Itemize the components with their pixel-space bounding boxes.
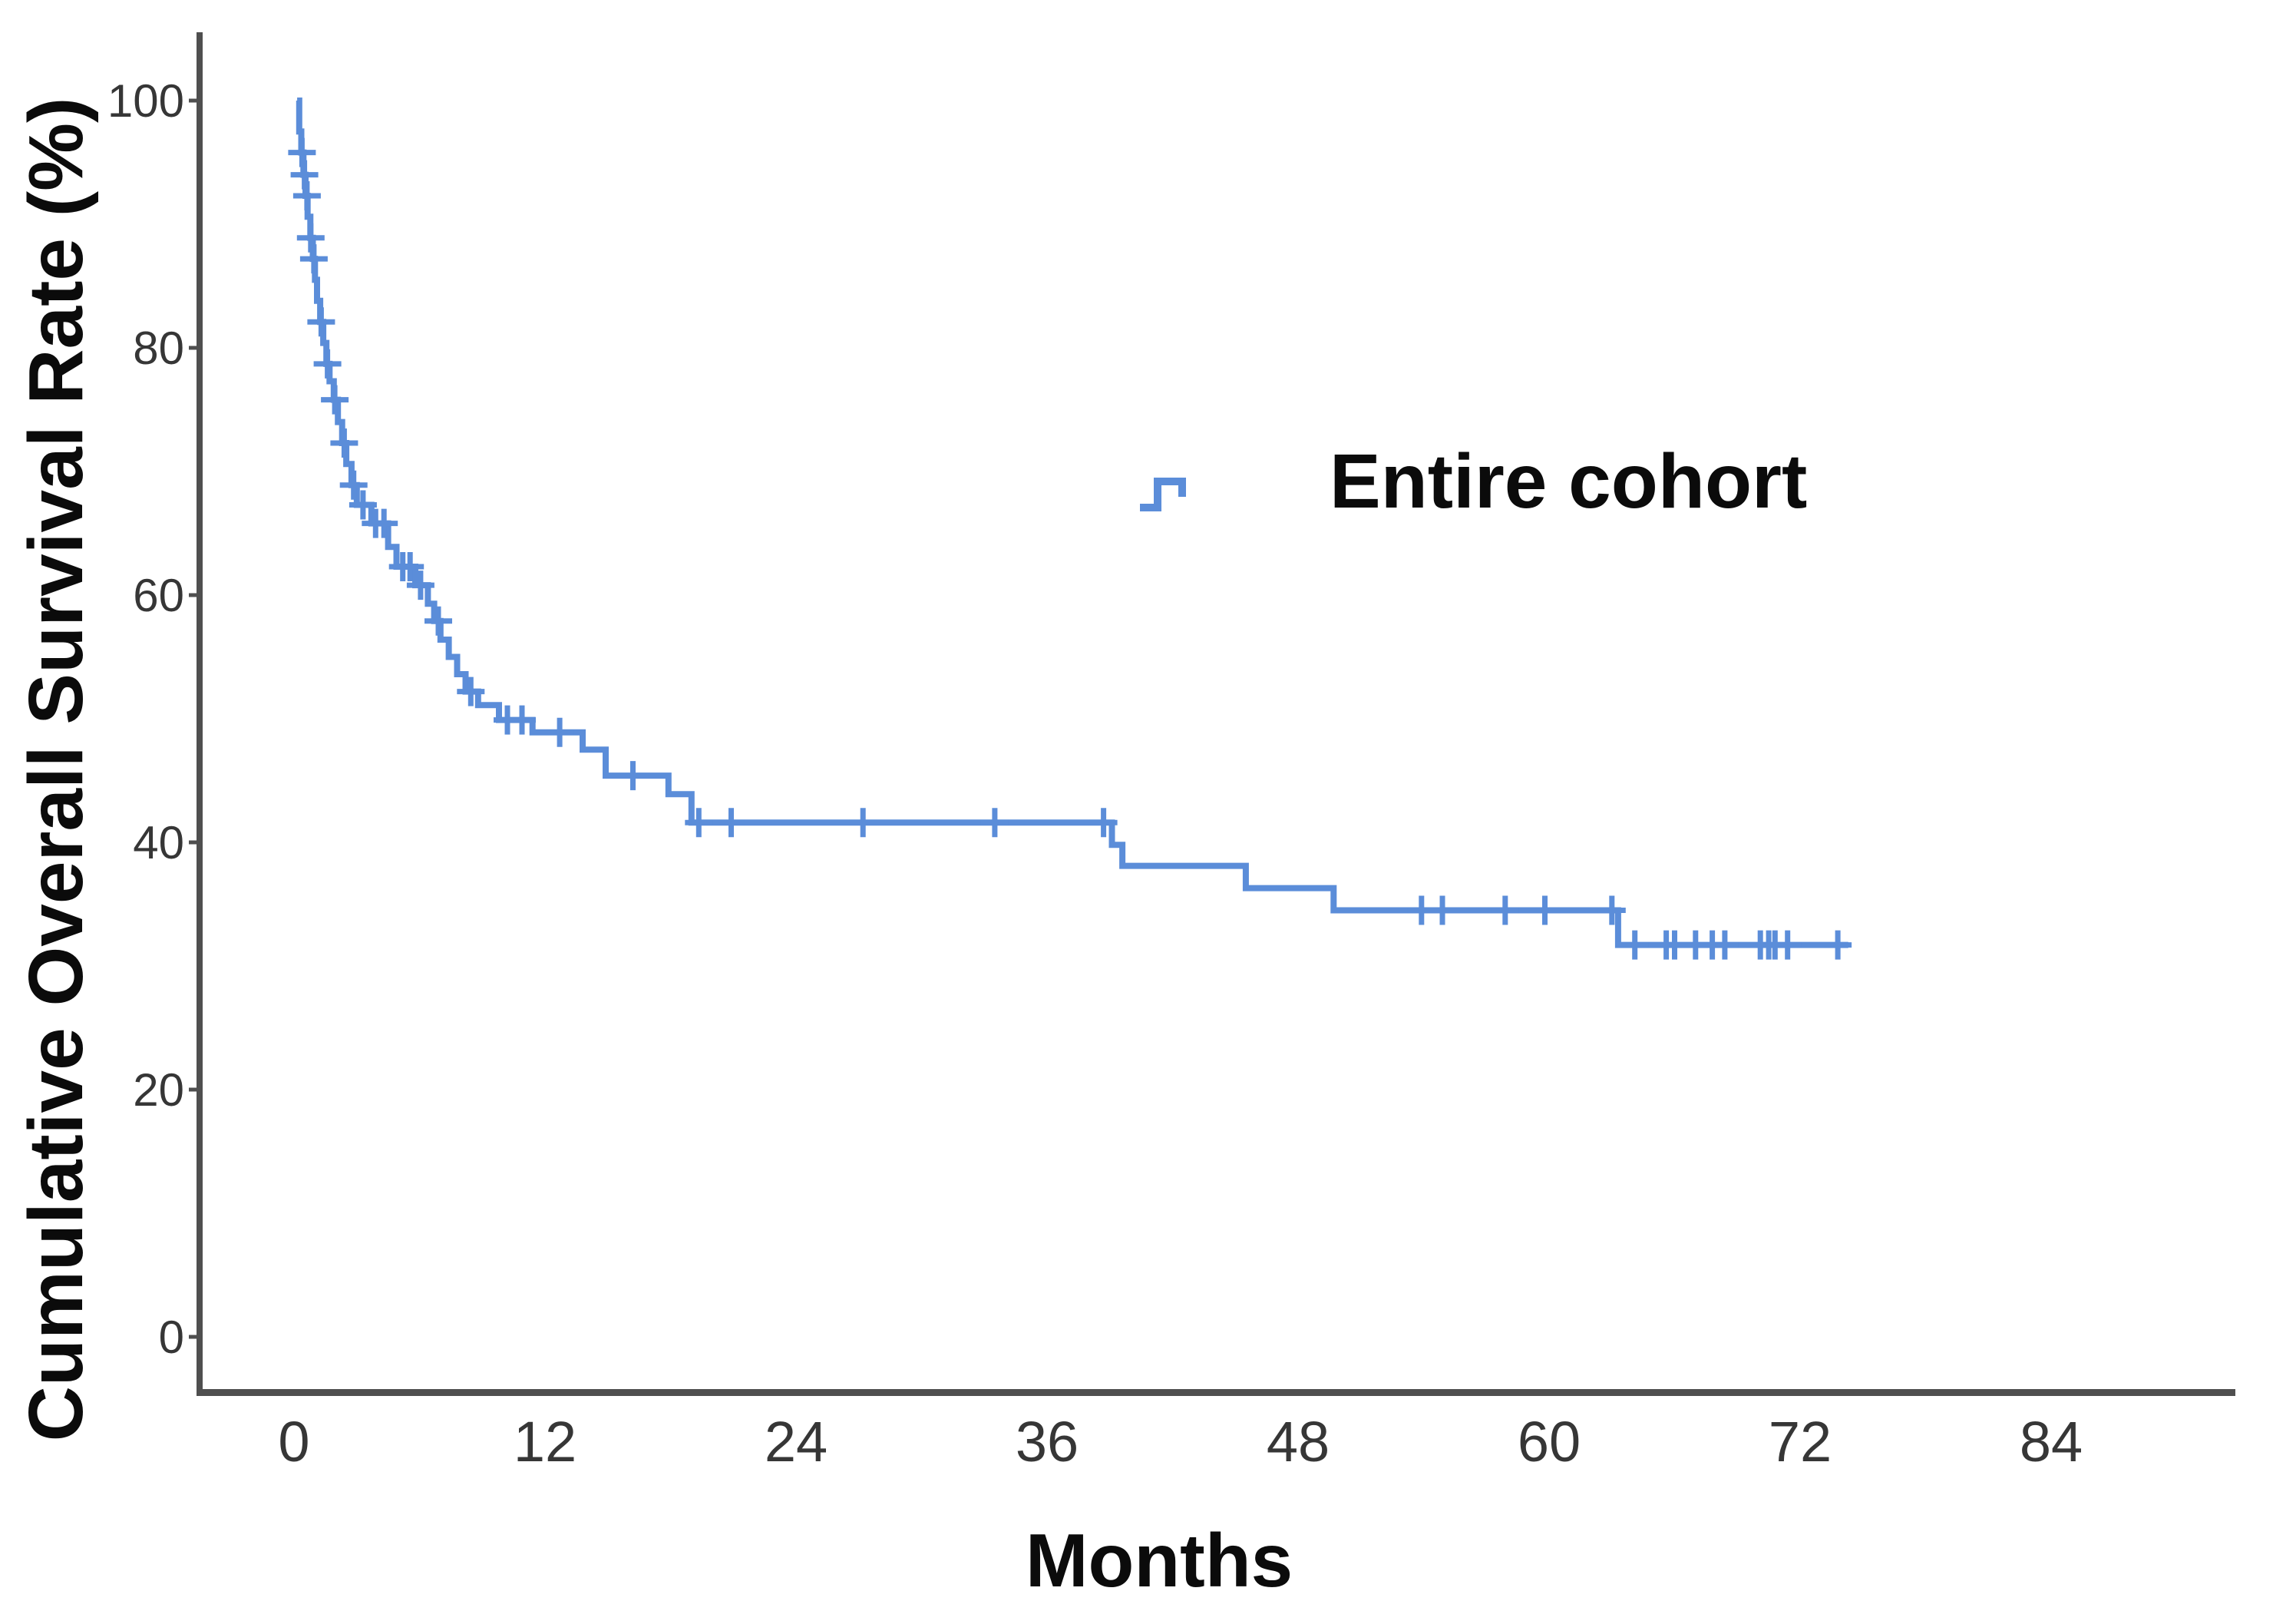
x-tick-label: 48 xyxy=(1267,1410,1330,1474)
censor-marks xyxy=(288,137,1852,960)
y-tick-label: 80 xyxy=(133,323,184,374)
legend: Entire cohort xyxy=(1138,438,1807,526)
x-tick-label: 12 xyxy=(514,1410,576,1474)
y-axis-title: Cumulative Overall Survival Rate (%) xyxy=(13,97,99,1442)
y-axis-line xyxy=(197,32,203,1395)
legend-label-entire-cohort: Entire cohort xyxy=(1330,438,1808,524)
x-tick-label: 24 xyxy=(765,1410,828,1474)
y-axis-ticks xyxy=(189,98,198,1339)
x-axis-title: Months xyxy=(1025,1518,1293,1601)
axes xyxy=(189,32,2235,1396)
x-tick-label: 60 xyxy=(1518,1410,1581,1474)
y-tick-label: 20 xyxy=(133,1064,184,1116)
y-tick-label: 100 xyxy=(107,75,184,127)
x-tick-label: 84 xyxy=(2020,1410,2083,1474)
tick-labels: 0 20 40 60 80 100 0 12 24 36 48 60 72 84 xyxy=(107,75,2083,1474)
x-tick-label: 72 xyxy=(1769,1410,1832,1474)
y-tick-label: 40 xyxy=(133,817,184,868)
survival-curve-entire-cohort xyxy=(288,98,1852,960)
y-tick-label: 0 xyxy=(159,1312,184,1363)
x-tick-label: 0 xyxy=(278,1410,309,1474)
x-tick-label: 36 xyxy=(1016,1410,1079,1474)
y-tick-label: 60 xyxy=(133,570,184,621)
x-axis-line xyxy=(197,1389,2235,1396)
step-line-icon xyxy=(1140,477,1186,511)
